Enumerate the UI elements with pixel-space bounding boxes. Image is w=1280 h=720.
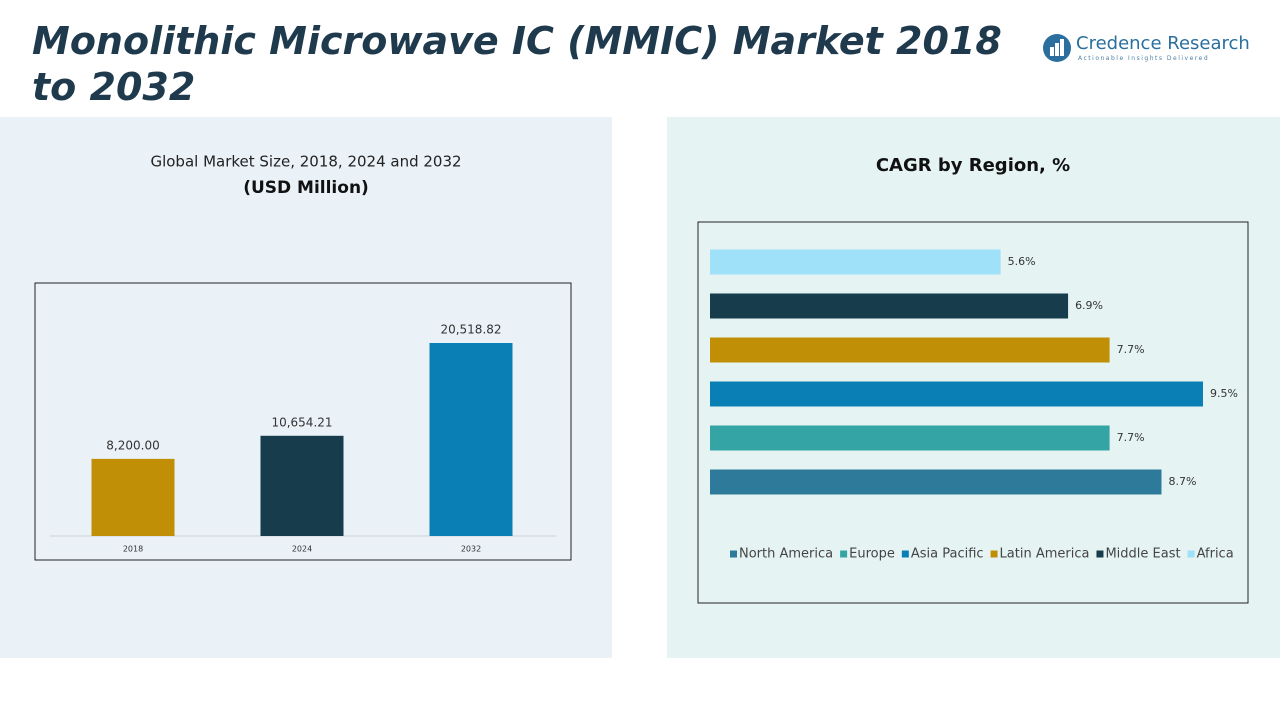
logo-tagline: Actionable Insights Delivered bbox=[1078, 55, 1210, 62]
value-label: 20,518.82 bbox=[440, 323, 501, 337]
bar bbox=[710, 425, 1110, 451]
bar bbox=[710, 381, 1203, 407]
logo-name: Credence Research bbox=[1076, 33, 1250, 54]
legend-label: Latin America bbox=[1000, 547, 1090, 562]
bar bbox=[260, 435, 344, 536]
legend-label: Middle East bbox=[1105, 547, 1180, 562]
legend-swatch bbox=[840, 550, 848, 558]
value-label: 7.7% bbox=[1117, 343, 1145, 356]
bar bbox=[91, 458, 175, 536]
x-tick-label: 2024 bbox=[292, 545, 312, 554]
value-label: 6.9% bbox=[1075, 299, 1103, 312]
legend-label: Asia Pacific bbox=[911, 547, 984, 562]
chart-title: Global Market Size, 2018, 2024 and 2032 bbox=[150, 153, 461, 171]
bar bbox=[710, 337, 1110, 363]
value-label: 5.6% bbox=[1008, 255, 1036, 268]
value-label: 9.5% bbox=[1210, 387, 1238, 400]
legend-swatch bbox=[990, 550, 998, 558]
value-label: 7.7% bbox=[1117, 431, 1145, 444]
bar bbox=[710, 469, 1162, 495]
bar bbox=[429, 343, 513, 536]
legend-swatch bbox=[1187, 550, 1195, 558]
left-panel bbox=[0, 117, 612, 658]
legend-swatch bbox=[730, 550, 737, 558]
page-title: Monolithic Microwave IC (MMIC) Market 20… bbox=[32, 19, 1002, 109]
x-tick-label: 2032 bbox=[461, 545, 481, 554]
legend-label: North America bbox=[739, 547, 833, 562]
bar bbox=[710, 249, 1001, 275]
legend-label: Africa bbox=[1197, 547, 1234, 562]
legend-label: Europe bbox=[849, 547, 895, 562]
logo-icon bbox=[1043, 34, 1071, 62]
x-tick-label: 2018 bbox=[123, 545, 143, 554]
bar bbox=[710, 293, 1069, 319]
hbar-chart-frame bbox=[697, 221, 1249, 604]
value-label: 8,200.00 bbox=[106, 438, 159, 452]
chart-subtitle: (USD Million) bbox=[243, 178, 369, 198]
value-label: 8.7% bbox=[1168, 475, 1196, 488]
bar-chart-frame bbox=[34, 282, 572, 561]
value-label: 10,654.21 bbox=[271, 415, 332, 429]
legend-swatch bbox=[901, 550, 909, 558]
legend-swatch bbox=[1096, 550, 1104, 558]
chart-title: CAGR by Region, % bbox=[876, 155, 1070, 176]
